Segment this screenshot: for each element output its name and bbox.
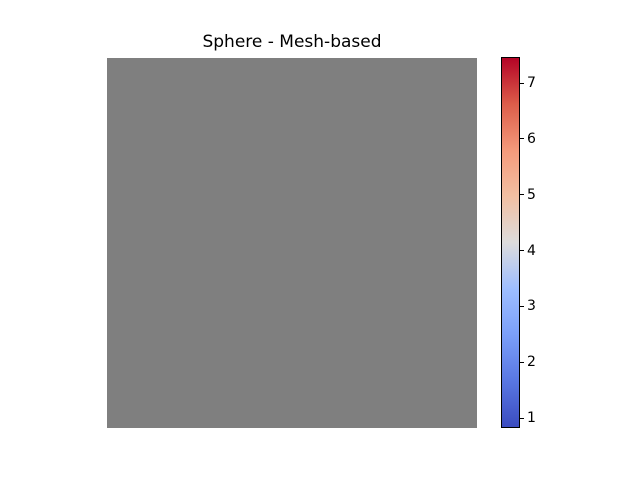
colorbar-tick-mark (520, 305, 524, 307)
colorbar-tick-mark (520, 250, 524, 252)
colorbar-tick-label: 5 (527, 186, 536, 203)
chart-title: Sphere - Mesh-based (202, 32, 382, 52)
colorbar-tick-mark (520, 82, 524, 84)
colorbar-tick-label: 6 (527, 130, 536, 147)
sphere-mesh-render (107, 58, 477, 428)
colorbar-tick-label: 1 (527, 410, 536, 427)
colorbar-tick-label: 3 (527, 298, 536, 315)
colorbar-tick-label: 7 (527, 75, 536, 92)
colorbar-tick-label: 2 (527, 354, 536, 371)
colorbar-tick-label: 4 (527, 242, 536, 259)
colorbar (501, 57, 520, 428)
colorbar-tick-mark (520, 194, 524, 196)
colorbar-tick-mark (520, 417, 524, 419)
colorbar-tick-mark (520, 361, 524, 363)
colorbar-tick-mark (520, 138, 524, 140)
